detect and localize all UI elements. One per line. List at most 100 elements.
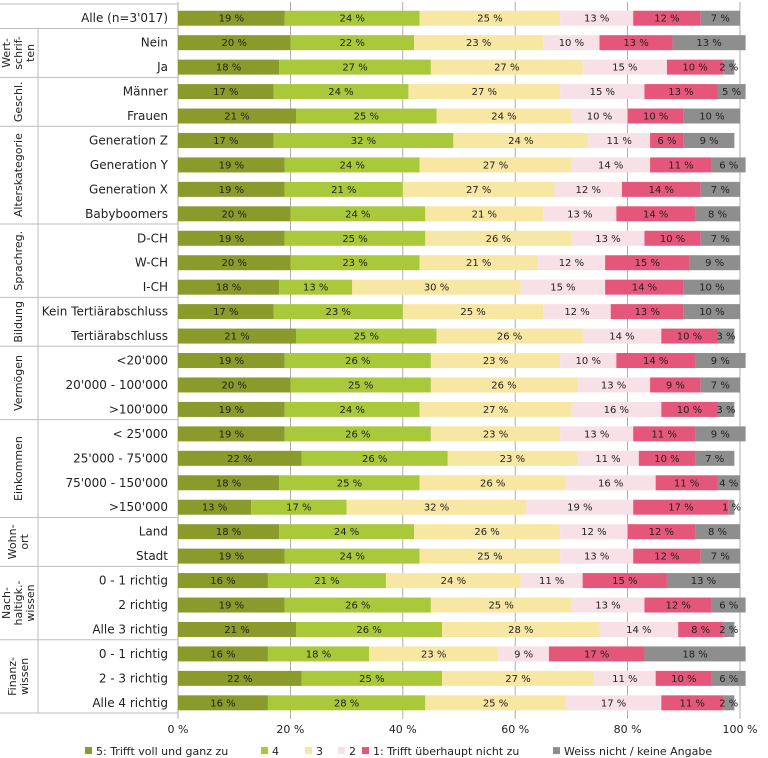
data-label: 8 % bbox=[691, 625, 710, 636]
data-label: 24 % bbox=[340, 405, 365, 416]
bar-segment bbox=[548, 646, 645, 662]
data-label: 3 % bbox=[716, 405, 735, 416]
row-label: >100'000 bbox=[109, 402, 168, 416]
bar-segment bbox=[301, 450, 448, 466]
legend-entry: 4 bbox=[272, 745, 279, 758]
bar-segment bbox=[301, 670, 443, 686]
bar-segment bbox=[430, 59, 583, 75]
bar-segment bbox=[711, 597, 746, 613]
data-label: 7 % bbox=[711, 14, 730, 25]
label-panel bbox=[0, 2, 178, 718]
bar-segment bbox=[430, 426, 561, 442]
data-label: 4 % bbox=[719, 478, 738, 489]
bar-segment bbox=[621, 181, 701, 197]
data-label: 21 % bbox=[331, 185, 356, 196]
data-label: 16 % bbox=[598, 478, 623, 489]
bar-segment bbox=[290, 35, 415, 51]
bar-segment bbox=[178, 646, 268, 662]
data-label: 7 % bbox=[711, 185, 730, 196]
bar-segment bbox=[700, 548, 740, 564]
bar-segment bbox=[419, 548, 561, 564]
data-label: 25 % bbox=[488, 601, 513, 612]
data-label: 9 % bbox=[705, 258, 724, 269]
bar-segment bbox=[178, 621, 297, 637]
data-label: 24 % bbox=[441, 576, 466, 587]
data-label: 24 % bbox=[508, 136, 533, 147]
bar-segment bbox=[178, 401, 285, 417]
bar-segment bbox=[666, 59, 724, 75]
bar-segment bbox=[700, 377, 740, 393]
data-label: 26 % bbox=[474, 527, 499, 538]
row-label: I-CH bbox=[143, 280, 168, 294]
data-label: 13 % bbox=[635, 307, 660, 318]
data-label: 23 % bbox=[483, 356, 508, 367]
data-label: 16 % bbox=[210, 576, 235, 587]
data-label: 12 % bbox=[581, 527, 606, 538]
data-label: 10 % bbox=[660, 234, 685, 245]
bar-segment bbox=[442, 670, 594, 686]
data-label: 11 % bbox=[595, 454, 620, 465]
data-label: 14 % bbox=[649, 185, 674, 196]
bar-segment bbox=[178, 84, 274, 100]
bar-segment bbox=[683, 108, 740, 124]
bar-segment bbox=[582, 573, 667, 589]
data-label: 10 % bbox=[671, 674, 696, 685]
x-tick-label: 40 % bbox=[389, 723, 417, 736]
bar-segment bbox=[296, 108, 437, 124]
bar-segment bbox=[414, 35, 544, 51]
data-label: 26 % bbox=[486, 234, 511, 245]
data-label: 19 % bbox=[219, 234, 244, 245]
data-label: 11 % bbox=[674, 478, 699, 489]
data-label: 23 % bbox=[342, 258, 367, 269]
group-label: Wohn-ort bbox=[6, 524, 31, 559]
data-label: 12 % bbox=[576, 185, 601, 196]
group-label: Vermögen bbox=[12, 355, 25, 411]
data-label: 13 % bbox=[696, 38, 721, 49]
row-label: Generation Y bbox=[90, 158, 169, 172]
bar-segment bbox=[672, 35, 746, 51]
bar-segment bbox=[605, 279, 684, 295]
row-label: Tertiärabschluss bbox=[70, 329, 168, 343]
data-label: 13 % bbox=[668, 87, 693, 98]
bar-segment bbox=[627, 524, 696, 540]
bar-segment bbox=[178, 499, 252, 515]
data-label: 19 % bbox=[219, 14, 244, 25]
data-label: 12 % bbox=[649, 527, 674, 538]
data-label: 18 % bbox=[216, 478, 241, 489]
bar-segment bbox=[683, 279, 740, 295]
row-label: Kein Tertiärabschluss bbox=[42, 305, 168, 319]
data-label: 26 % bbox=[497, 332, 522, 343]
data-label: 22 % bbox=[340, 38, 365, 49]
row-label: Männer bbox=[123, 85, 168, 99]
data-label: 17 % bbox=[286, 503, 311, 514]
data-label: 25 % bbox=[483, 698, 508, 709]
data-label: 16 % bbox=[604, 405, 629, 416]
data-label: 12 % bbox=[564, 307, 589, 318]
bar-segment bbox=[402, 304, 544, 320]
bar-segment bbox=[430, 353, 561, 369]
bar-segment bbox=[273, 84, 409, 100]
bar-segment bbox=[178, 157, 285, 173]
data-label: 17 % bbox=[668, 503, 693, 514]
legend-swatch bbox=[261, 747, 268, 755]
data-label: 24 % bbox=[328, 87, 353, 98]
data-label: 24 % bbox=[340, 552, 365, 563]
data-label: 21 % bbox=[314, 576, 339, 587]
bar-segment bbox=[419, 255, 538, 271]
data-label: 11 % bbox=[612, 674, 637, 685]
bar-segment bbox=[588, 132, 651, 148]
bar-segment bbox=[284, 401, 420, 417]
data-label: 24 % bbox=[340, 14, 365, 25]
data-label: 16 % bbox=[210, 649, 235, 660]
data-label: 17 % bbox=[584, 649, 609, 660]
data-label: 25 % bbox=[477, 14, 502, 25]
data-label: 8 % bbox=[708, 527, 727, 538]
bar-segment bbox=[633, 499, 729, 515]
data-label: 20 % bbox=[221, 380, 246, 391]
bar-segment bbox=[554, 181, 622, 197]
bar-segment bbox=[599, 35, 673, 51]
legend-swatch bbox=[305, 747, 312, 755]
row-label: 0 - 1 richtig bbox=[99, 574, 168, 588]
bar-segment bbox=[178, 548, 285, 564]
